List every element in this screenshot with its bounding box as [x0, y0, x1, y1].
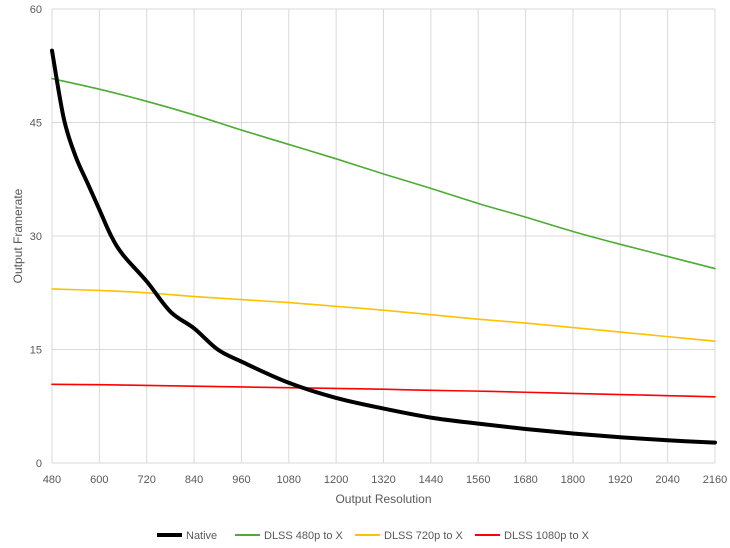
y-tick-label: 15	[30, 345, 42, 357]
series-line-dlss-1080p-to-x	[51, 383, 716, 398]
x-tick-label: 840	[185, 474, 203, 486]
y-axis-title: Output Framerate	[11, 188, 25, 283]
x-tick-label: 1800	[561, 474, 585, 486]
x-tick-label: 720	[138, 474, 156, 486]
grid	[51, 8, 716, 464]
legend-label-native: Native	[186, 530, 217, 542]
x-tick-label: 1200	[324, 474, 348, 486]
x-tick-label: 1320	[371, 474, 395, 486]
y-tick-label: 30	[30, 231, 42, 243]
legend-label-dlss-720p-to-x: DLSS 720p to X	[384, 530, 464, 542]
x-tick-label: 2040	[655, 474, 679, 486]
legend: Native DLSS 480p to X DLSS 720p to X DLSS 1…	[157, 530, 590, 542]
legend-label-dlss-480p-to-x: DLSS 480p to X	[264, 530, 344, 542]
series-line-native	[50, 48, 717, 445]
x-tick-label: 600	[90, 474, 108, 486]
series-line-dlss-720p-to-x	[51, 288, 716, 342]
x-axis-title: Output Resolution	[335, 492, 431, 506]
x-tick-label: 960	[232, 474, 250, 486]
x-tick-label: 2160	[703, 474, 727, 486]
series-lines	[50, 48, 717, 445]
y-tick-label: 45	[30, 118, 42, 130]
legend-label-dlss-1080p-to-x: DLSS 1080p to X	[504, 530, 590, 542]
x-tick-label: 1440	[419, 474, 443, 486]
y-tick-label: 60	[30, 4, 42, 16]
x-tick-label: 1080	[277, 474, 301, 486]
series-line-dlss-480p-to-x	[51, 77, 716, 270]
y-tick-label: 0	[36, 458, 42, 470]
x-tick-label: 1920	[608, 474, 632, 486]
tick-labels: 480 600 720 840 960 1080 1200 1320 1440 1560 1680 1…	[30, 4, 727, 486]
x-tick-label: 1560	[466, 474, 490, 486]
x-tick-label: 480	[43, 474, 61, 486]
x-tick-label: 1680	[513, 474, 537, 486]
